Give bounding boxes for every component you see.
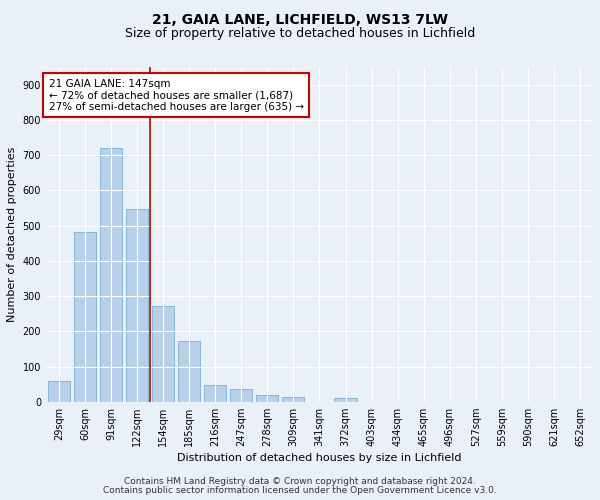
Bar xyxy=(100,148,122,402)
Bar xyxy=(48,380,70,402)
Bar xyxy=(204,385,226,402)
Bar xyxy=(152,306,174,402)
Bar xyxy=(178,341,200,402)
Bar xyxy=(334,398,356,402)
Bar xyxy=(230,390,253,402)
Bar xyxy=(256,396,278,402)
X-axis label: Distribution of detached houses by size in Lichfield: Distribution of detached houses by size … xyxy=(177,453,462,463)
Bar xyxy=(74,232,96,402)
Text: Contains public sector information licensed under the Open Government Licence v3: Contains public sector information licen… xyxy=(103,486,497,495)
Text: 21 GAIA LANE: 147sqm
← 72% of detached houses are smaller (1,687)
27% of semi-de: 21 GAIA LANE: 147sqm ← 72% of detached h… xyxy=(49,78,304,112)
Bar xyxy=(283,397,304,402)
Bar xyxy=(126,209,148,402)
Text: 21, GAIA LANE, LICHFIELD, WS13 7LW: 21, GAIA LANE, LICHFIELD, WS13 7LW xyxy=(152,12,448,26)
Y-axis label: Number of detached properties: Number of detached properties xyxy=(7,146,17,322)
Text: Size of property relative to detached houses in Lichfield: Size of property relative to detached ho… xyxy=(125,28,475,40)
Text: Contains HM Land Registry data © Crown copyright and database right 2024.: Contains HM Land Registry data © Crown c… xyxy=(124,477,476,486)
